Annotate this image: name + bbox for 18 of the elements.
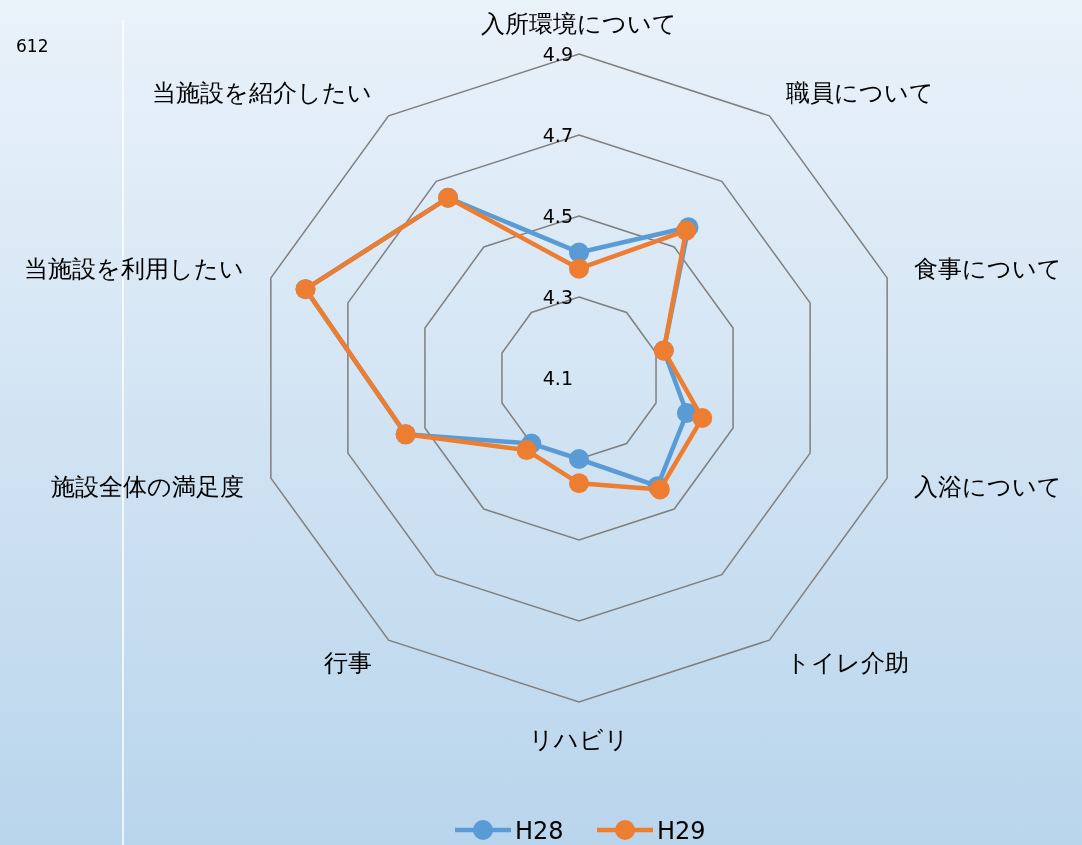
spoke-label: 当施設を利用したい: [24, 255, 245, 284]
spoke-label: 当施設を紹介したい: [152, 79, 373, 108]
legend-label: H29: [657, 817, 706, 845]
spoke-label: 職員について: [785, 79, 934, 108]
spoke-label: 入所環境について: [481, 10, 677, 38]
y-tick-label: 4.1: [542, 367, 573, 389]
spoke-label: トイレ介助: [785, 648, 909, 677]
spoke-label: 施設全体の満足度: [51, 472, 245, 501]
y-tick-label: 4.9: [542, 43, 573, 65]
y-tick-label: 4.5: [542, 205, 573, 227]
y-tick-label: 4.7: [542, 124, 573, 146]
spoke-label: 食事について: [913, 255, 1062, 284]
legend-label: H28: [515, 817, 564, 845]
spoke-label: リハビリ: [529, 726, 629, 754]
y-tick-label: 4.3: [542, 286, 573, 308]
text: 612: [16, 36, 49, 56]
spoke-label: 行事: [324, 648, 373, 677]
spoke-label: 入浴について: [913, 472, 1062, 501]
